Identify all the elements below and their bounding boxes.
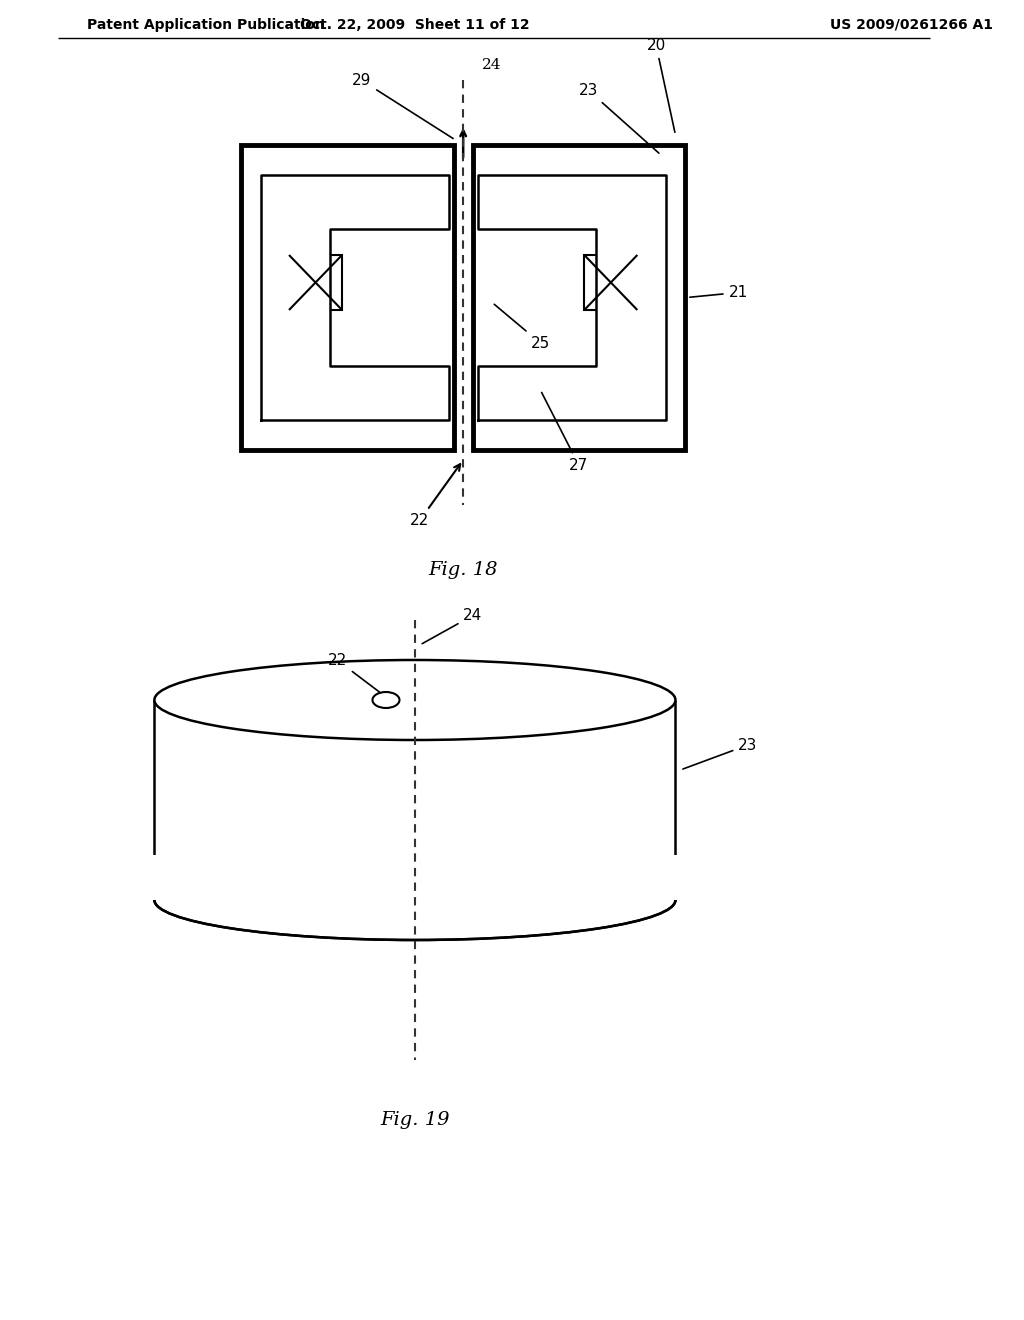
Polygon shape [477,176,666,420]
Polygon shape [260,176,449,420]
Bar [242,145,454,450]
Bar [585,255,637,310]
Ellipse shape [373,692,399,708]
Bar [150,855,680,900]
Text: Fig. 18: Fig. 18 [428,561,498,579]
Text: Oct. 22, 2009  Sheet 11 of 12: Oct. 22, 2009 Sheet 11 of 12 [300,18,529,32]
Text: 20: 20 [646,38,675,132]
Text: Fig. 19: Fig. 19 [380,1111,450,1129]
Bar [289,255,342,310]
Text: 25: 25 [495,305,550,351]
Text: Patent Application Publication: Patent Application Publication [87,18,325,32]
Text: 21: 21 [690,285,748,300]
Text: 27: 27 [542,392,589,473]
Text: 23: 23 [683,738,758,770]
Ellipse shape [155,660,676,741]
Text: 22: 22 [328,653,384,696]
Text: 22: 22 [411,465,460,528]
Ellipse shape [155,861,676,940]
Text: US 2009/0261266 A1: US 2009/0261266 A1 [829,18,993,32]
Text: 23: 23 [579,83,658,153]
Bar [473,145,685,450]
Text: 29: 29 [352,73,453,139]
Text: 24: 24 [482,58,502,73]
Text: 24: 24 [422,609,482,644]
